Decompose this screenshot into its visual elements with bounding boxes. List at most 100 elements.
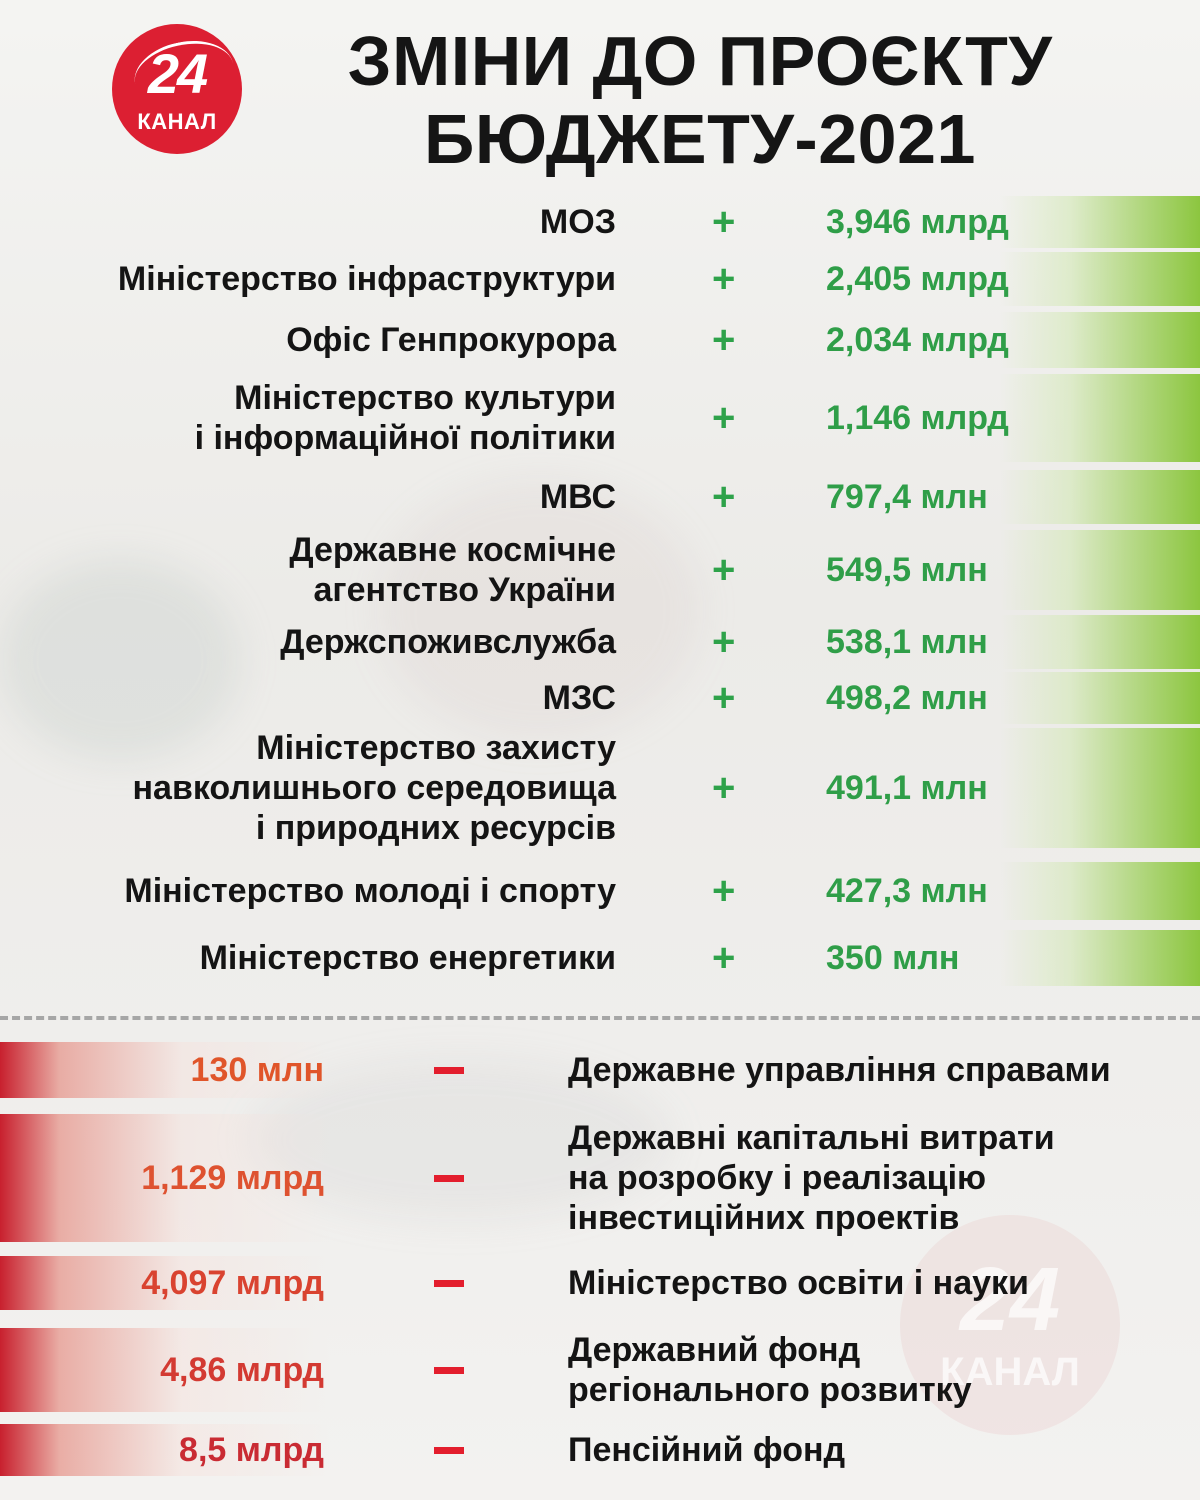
row-label-line: інвестиційних проектів <box>568 1199 960 1237</box>
row-label: Офіс Генпрокурора <box>286 321 616 359</box>
row-value: 4,86 млрд <box>160 1351 324 1389</box>
row-label-line: навколишнього середовища <box>132 769 616 807</box>
row-value: 491,1 млн <box>826 769 988 807</box>
increase-band <box>1000 930 1200 986</box>
increase-row: МЗС + 498,2 млн <box>0 672 1200 724</box>
row-value: 427,3 млн <box>826 872 988 910</box>
increase-row: МОЗ + 3,946 млрд <box>0 196 1200 248</box>
row-label: МВС <box>539 478 616 516</box>
row-label-line: регіонального розвитку <box>568 1371 972 1409</box>
increase-band <box>1000 728 1200 848</box>
decrease-row: 130 млн Державне управління справами <box>0 1042 1200 1098</box>
row-value: 350 млн <box>826 939 960 977</box>
logo-number: 24 <box>147 42 208 105</box>
row-value: 1,146 млрд <box>826 399 1009 437</box>
decrease-row: 4,097 млрд Міністерство освіти і науки <box>0 1256 1200 1310</box>
plus-icon: + <box>712 936 736 980</box>
row-label-line: і природних ресурсів <box>255 809 616 847</box>
row-value: 549,5 млн <box>826 551 988 589</box>
plus-icon: + <box>712 318 736 362</box>
row-value: 3,946 млрд <box>826 203 1009 241</box>
logo-word: КАНАЛ <box>137 109 217 134</box>
decrease-row: 1,129 млрд Державні капітальні витрати н… <box>0 1114 1200 1242</box>
row-value: 797,4 млн <box>826 478 988 516</box>
watermark-logo: 24 КАНАЛ <box>900 1215 1120 1435</box>
row-label: Міністерство інфраструктури <box>117 260 616 298</box>
row-label: МЗС <box>542 679 616 717</box>
increase-row: Міністерство інфраструктури + 2,405 млрд <box>0 252 1200 306</box>
page-title: ЗМІНИ ДО ПРОЄКТУ БЮДЖЕТУ-2021 <box>300 22 1100 178</box>
increase-band <box>1000 862 1200 920</box>
increase-row: МВС + 797,4 млн <box>0 470 1200 524</box>
background-texture <box>380 480 700 740</box>
plus-icon: + <box>712 620 736 664</box>
decrease-band <box>0 1424 330 1476</box>
row-label-line: на розробку і реалізацію <box>568 1159 987 1197</box>
increase-row: Міністерство культури і інформаційної по… <box>0 374 1200 462</box>
row-label: Міністерство захисту навколишнього серед… <box>133 728 616 848</box>
row-label: Держспоживслужба <box>280 623 616 661</box>
increase-band <box>1000 672 1200 724</box>
channel-logo: 24 КАНАЛ <box>112 24 242 154</box>
row-label: Міністерство енергетики <box>199 939 616 977</box>
row-value: 498,2 млн <box>826 679 988 717</box>
increase-row: Держспоживслужба + 538,1 млн <box>0 615 1200 669</box>
row-value: 1,129 млрд <box>141 1159 324 1197</box>
minus-icon <box>434 1367 464 1374</box>
plus-icon: + <box>712 396 736 440</box>
decrease-band <box>0 1114 330 1242</box>
minus-icon <box>434 1067 464 1074</box>
row-label-line: Міністерство культури <box>234 379 616 417</box>
increase-band <box>1000 470 1200 524</box>
increase-band <box>1000 615 1200 669</box>
row-label: Державне космічне агентство України <box>289 530 616 610</box>
increase-band <box>1000 312 1200 368</box>
plus-icon: + <box>712 200 736 244</box>
plus-icon: + <box>712 869 736 913</box>
row-value: 538,1 млн <box>826 623 988 661</box>
background-texture <box>0 560 240 760</box>
plus-icon: + <box>712 548 736 592</box>
minus-icon <box>434 1280 464 1287</box>
decrease-band <box>0 1256 330 1310</box>
title-line-2: БЮДЖЕТУ-2021 <box>424 100 976 178</box>
row-label: Пенсійний фонд <box>568 1431 846 1469</box>
row-label: Державні капітальні витрати на розробку … <box>568 1118 1055 1238</box>
row-value: 8,5 млрд <box>179 1431 324 1469</box>
row-value: 130 млн <box>190 1051 324 1089</box>
plus-icon: + <box>712 257 736 301</box>
decrease-row: 4,86 млрд Державний фонд регіонального р… <box>0 1328 1200 1412</box>
row-value: 4,097 млрд <box>141 1264 324 1302</box>
row-label-line: Міністерство захисту <box>256 729 616 767</box>
increase-band <box>1000 374 1200 462</box>
row-label: Державне управління справами <box>568 1051 1111 1089</box>
dashed-divider <box>0 1016 1200 1020</box>
row-label-line: Державне космічне <box>289 531 616 569</box>
row-label-line: і інформаційної політики <box>194 419 616 457</box>
increase-row: Державне космічне агентство України + 54… <box>0 530 1200 610</box>
increase-band <box>1000 252 1200 306</box>
watermark-number: 24 <box>959 1250 1061 1350</box>
minus-icon <box>434 1175 464 1182</box>
increase-band <box>1000 196 1200 248</box>
row-value: 2,034 млрд <box>826 321 1009 359</box>
watermark-word: КАНАЛ <box>940 1350 1080 1394</box>
increase-row: Міністерство молоді і спорту + 427,3 млн <box>0 862 1200 920</box>
increase-band <box>1000 530 1200 610</box>
row-label-line: Державні капітальні витрати <box>568 1119 1055 1157</box>
minus-icon <box>434 1447 464 1454</box>
row-label: Міністерство молоді і спорту <box>124 872 616 910</box>
row-label: МОЗ <box>539 203 616 241</box>
title-line-1: ЗМІНИ ДО ПРОЄКТУ <box>347 22 1053 100</box>
row-label-line: Державний фонд <box>568 1331 861 1369</box>
plus-icon: + <box>712 676 736 720</box>
increase-row: Міністерство захисту навколишнього серед… <box>0 728 1200 848</box>
row-label: Міністерство культури і інформаційної по… <box>195 378 616 458</box>
row-value: 2,405 млрд <box>826 260 1009 298</box>
row-label: Державний фонд регіонального розвитку <box>568 1330 972 1410</box>
plus-icon: + <box>712 766 736 810</box>
row-label-line: агентство України <box>313 571 617 609</box>
increase-row: Офіс Генпрокурора + 2,034 млрд <box>0 312 1200 368</box>
decrease-band <box>0 1042 330 1098</box>
decrease-row: 8,5 млрд Пенсійний фонд <box>0 1424 1200 1476</box>
